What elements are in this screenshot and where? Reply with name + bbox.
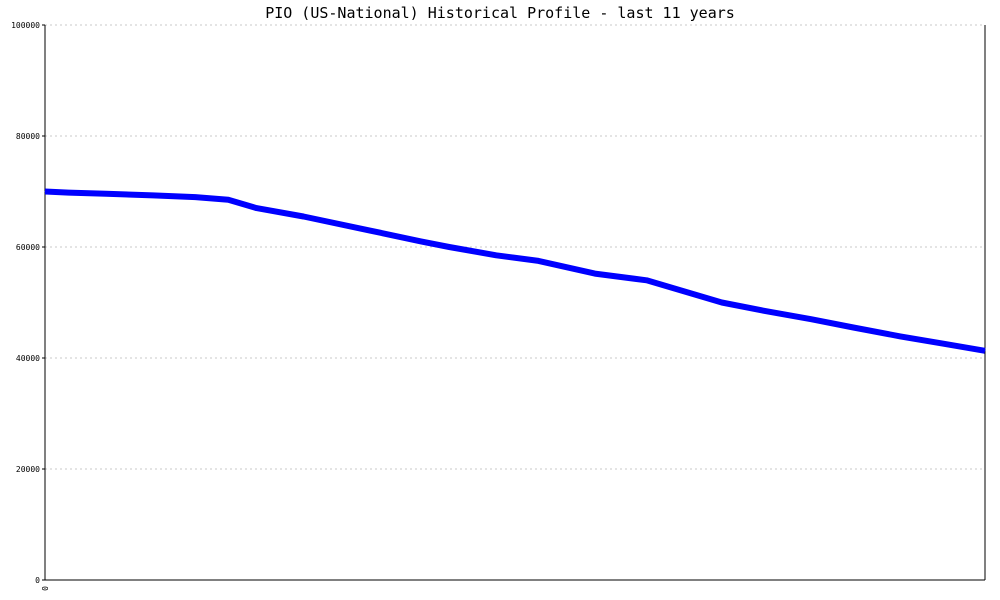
chart-title: PIO (US-National) Historical Profile - l…	[265, 4, 735, 22]
data-point	[448, 246, 450, 248]
data-point	[538, 260, 539, 262]
data-point	[495, 254, 497, 256]
data-point	[763, 310, 765, 312]
data-point	[256, 207, 257, 209]
data-point	[683, 290, 685, 292]
y-tick-label: 80000	[16, 132, 40, 141]
data-point	[194, 196, 196, 198]
x-tick-label: 0	[41, 586, 50, 591]
data-point	[68, 192, 69, 194]
grid-lines	[45, 24, 985, 470]
y-tick-labels: 0 20000 40000 60000 80000 100000	[11, 21, 45, 585]
data-point	[368, 229, 370, 231]
y-tick-label: 40000	[16, 354, 40, 363]
y-tick-label: 60000	[16, 243, 40, 252]
y-tick-label: 100000	[11, 21, 40, 30]
data-point	[594, 273, 596, 275]
data-point	[646, 279, 648, 281]
data-point	[303, 216, 304, 217]
data-point	[852, 327, 854, 328]
data-point	[942, 343, 944, 345]
series-layer	[44, 188, 986, 354]
x-tick-labels: 0	[41, 586, 50, 591]
data-point	[810, 318, 812, 320]
axes	[44, 25, 986, 581]
data-point	[420, 240, 422, 242]
data-point	[899, 335, 901, 337]
data-point	[721, 302, 723, 303]
data-point	[44, 191, 46, 192]
data-point	[227, 199, 229, 201]
y-tick-label: 20000	[16, 465, 40, 474]
series-line	[44, 188, 986, 354]
y-tick-label: 0	[35, 576, 40, 585]
data-point	[105, 193, 107, 195]
data-point	[152, 194, 154, 196]
data-point	[984, 350, 986, 352]
